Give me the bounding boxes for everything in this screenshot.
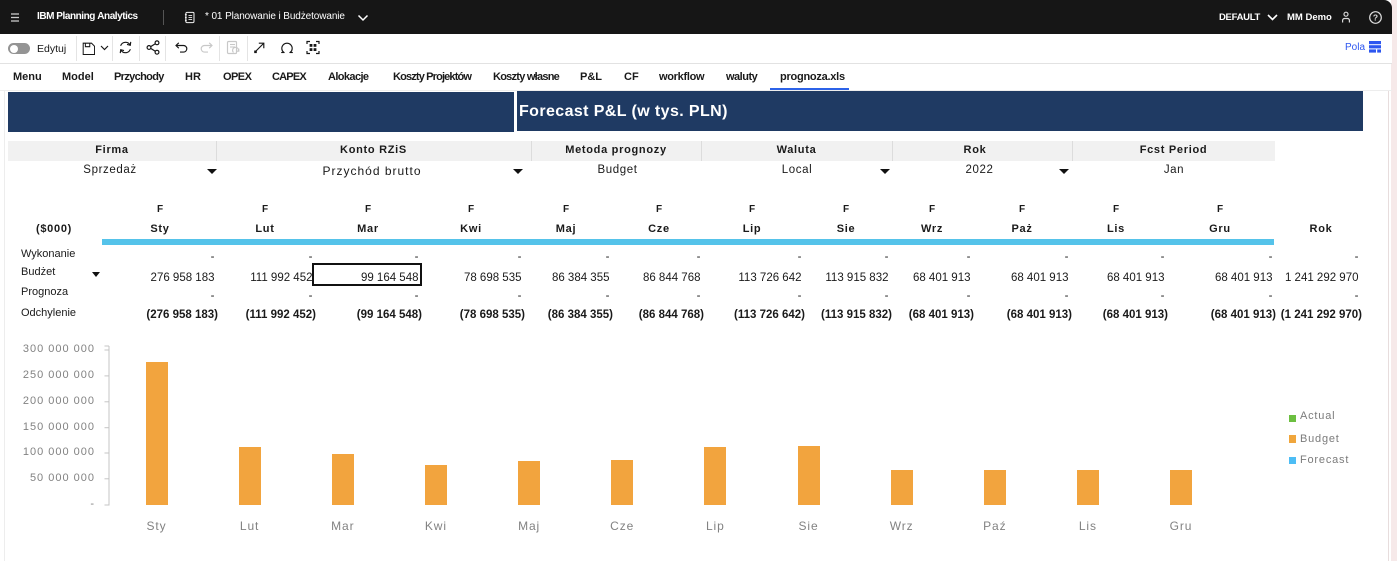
- svg-text:?: ?: [1373, 12, 1378, 22]
